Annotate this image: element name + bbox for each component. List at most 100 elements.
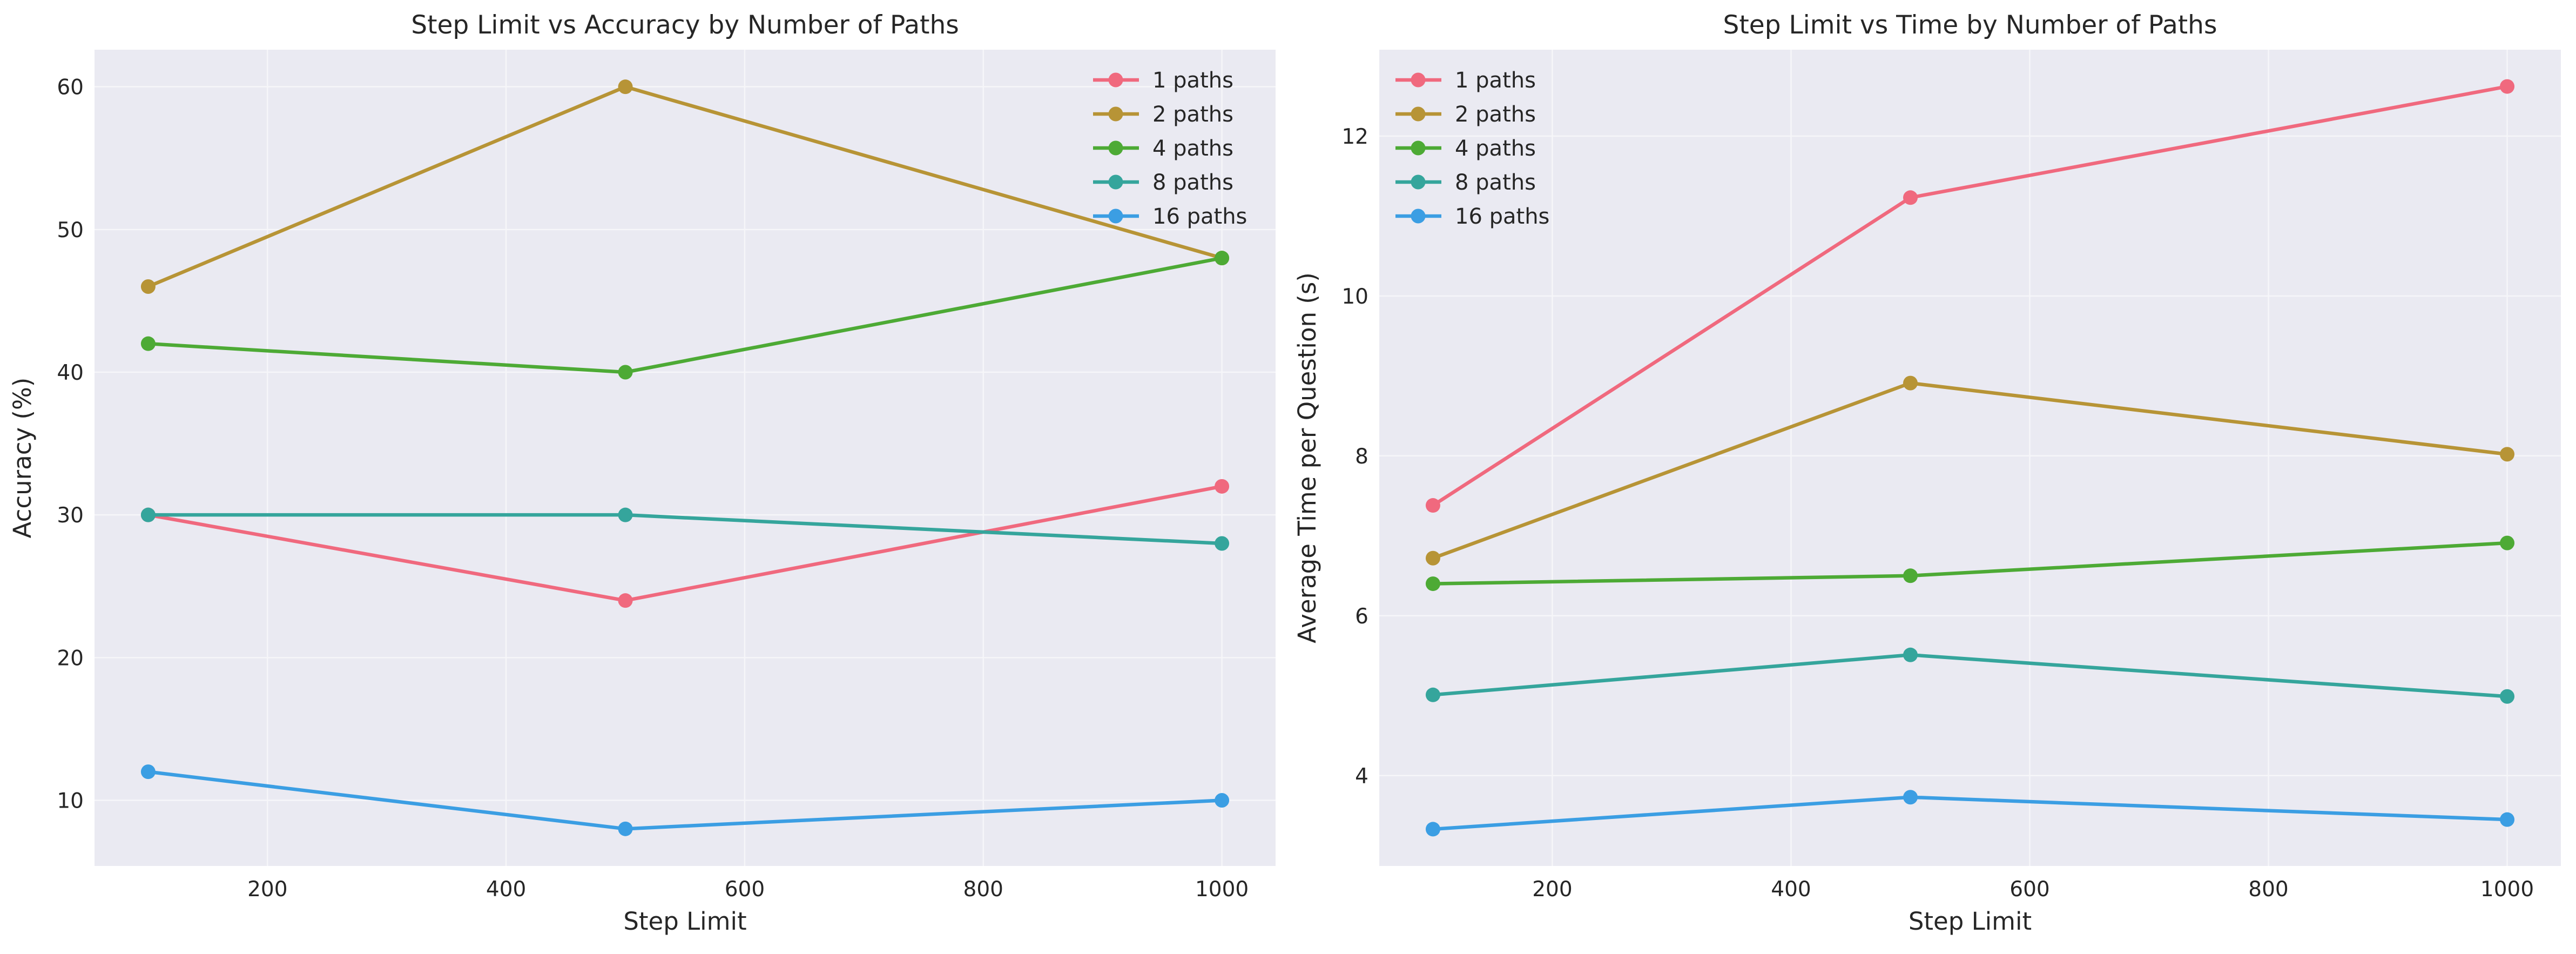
data-point bbox=[2500, 812, 2515, 827]
x-tick-label: 400 bbox=[486, 877, 526, 902]
y-tick-label: 40 bbox=[57, 361, 84, 385]
y-axis-label: Average Time per Question (s) bbox=[1293, 272, 1321, 643]
data-point bbox=[140, 279, 156, 294]
legend-label: 2 paths bbox=[1455, 102, 1536, 127]
series-3 bbox=[1425, 535, 2515, 592]
data-point bbox=[1903, 647, 1918, 662]
data-point bbox=[618, 821, 633, 836]
y-axis-label: Accuracy (%) bbox=[8, 378, 37, 539]
series-1 bbox=[1425, 79, 2515, 513]
plot-area bbox=[1379, 50, 2561, 866]
legend-marker bbox=[1108, 72, 1123, 88]
legend-marker bbox=[1108, 209, 1123, 224]
data-point bbox=[618, 507, 633, 522]
x-tick-label: 600 bbox=[725, 877, 765, 902]
data-point bbox=[1215, 251, 1230, 266]
legend-label: 8 paths bbox=[1455, 170, 1536, 195]
chart-1: 200 400 600 800 1000 10 20 30 40 50 60 Step Limit v… bbox=[8, 10, 1276, 936]
x-tick-label: 1000 bbox=[2480, 877, 2534, 902]
data-point bbox=[1215, 792, 1230, 808]
legend-item: 4 paths bbox=[1395, 136, 1536, 161]
legend-item: 1 paths bbox=[1093, 68, 1233, 93]
legend-item: 16 paths bbox=[1093, 204, 1247, 229]
legend-label: 4 paths bbox=[1455, 136, 1536, 161]
y-tick-label: 10 bbox=[1341, 285, 1368, 309]
y-tick-label: 12 bbox=[1341, 125, 1368, 149]
legend-item: 8 paths bbox=[1093, 170, 1233, 195]
legend-marker bbox=[1108, 106, 1123, 122]
series-4 bbox=[1425, 647, 2515, 704]
x-tick-label: 400 bbox=[1771, 877, 1811, 902]
y-tick-label: 8 bbox=[1355, 445, 1368, 469]
data-point bbox=[1903, 568, 1918, 583]
legend-marker bbox=[1411, 209, 1426, 224]
legend-marker bbox=[1108, 140, 1123, 156]
y-tick-label: 50 bbox=[57, 218, 84, 243]
data-point bbox=[2500, 79, 2515, 94]
x-axis-label: Step Limit bbox=[1909, 907, 2032, 936]
data-point bbox=[618, 79, 633, 95]
legend-label: 16 paths bbox=[1455, 204, 1549, 229]
x-tick-label: 200 bbox=[247, 877, 287, 902]
data-point bbox=[2500, 447, 2515, 462]
x-tick-label: 800 bbox=[963, 877, 1003, 902]
legend-marker bbox=[1411, 174, 1426, 190]
y-tick-label: 4 bbox=[1355, 764, 1368, 789]
data-point bbox=[1425, 687, 1440, 702]
legend-item: 2 paths bbox=[1093, 102, 1233, 127]
legend-marker bbox=[1411, 140, 1426, 156]
series-5 bbox=[140, 764, 1230, 836]
legend-label: 16 paths bbox=[1152, 204, 1247, 229]
data-point bbox=[140, 764, 156, 780]
chart-title: Step Limit vs Time by Number of Paths bbox=[1723, 10, 2217, 40]
legend-marker bbox=[1108, 174, 1123, 190]
x-axis-label: Step Limit bbox=[623, 907, 746, 936]
data-point bbox=[1425, 822, 1440, 837]
data-point bbox=[1215, 536, 1230, 551]
legend-label: 1 paths bbox=[1152, 68, 1233, 93]
legend-item: 8 paths bbox=[1395, 170, 1536, 195]
legend-item: 2 paths bbox=[1395, 102, 1536, 127]
data-point bbox=[140, 336, 156, 351]
y-tick-label: 60 bbox=[57, 76, 84, 100]
x-tick-label: 600 bbox=[2009, 877, 2049, 902]
legend: 1 paths 2 paths 4 paths 8 paths 16 paths bbox=[1093, 68, 1247, 229]
x-tick-label: 1000 bbox=[1195, 877, 1249, 902]
data-point bbox=[1425, 498, 1440, 513]
data-point bbox=[1425, 550, 1440, 566]
series-3 bbox=[140, 251, 1230, 380]
data-point bbox=[2500, 689, 2515, 704]
data-point bbox=[2500, 535, 2515, 550]
series-5 bbox=[1425, 790, 2515, 837]
x-tick-label: 800 bbox=[2248, 877, 2288, 902]
data-point bbox=[618, 593, 633, 608]
data-point bbox=[1903, 790, 1918, 805]
legend-label: 1 paths bbox=[1455, 68, 1536, 93]
legend-item: 4 paths bbox=[1093, 136, 1233, 161]
y-tick-label: 20 bbox=[57, 646, 84, 670]
data-point bbox=[618, 365, 633, 380]
legend-label: 4 paths bbox=[1152, 136, 1233, 161]
y-tick-label: 30 bbox=[57, 503, 84, 528]
legend-marker bbox=[1411, 72, 1426, 88]
legend: 1 paths 2 paths 4 paths 8 paths 16 paths bbox=[1395, 68, 1549, 229]
legend-item: 1 paths bbox=[1395, 68, 1536, 93]
series-4 bbox=[140, 507, 1230, 551]
legend-label: 2 paths bbox=[1152, 102, 1233, 127]
data-point bbox=[1425, 576, 1440, 592]
y-tick-label: 10 bbox=[57, 789, 84, 813]
legend-label: 8 paths bbox=[1152, 170, 1233, 195]
chart-2: 200 400 600 800 1000 4 6 8 10 12 Step Limit vs Tim… bbox=[1293, 10, 2561, 936]
legend-item: 16 paths bbox=[1395, 204, 1549, 229]
series-2 bbox=[1425, 375, 2515, 566]
legend-marker bbox=[1411, 106, 1426, 122]
y-tick-label: 6 bbox=[1355, 604, 1368, 629]
data-point bbox=[1215, 479, 1230, 494]
plot-area bbox=[95, 50, 1276, 866]
data-point bbox=[140, 507, 156, 522]
data-point bbox=[1903, 190, 1918, 205]
x-tick-label: 200 bbox=[1532, 877, 1572, 902]
data-point bbox=[1903, 375, 1918, 391]
chart-title: Step Limit vs Accuracy by Number of Path… bbox=[411, 10, 959, 40]
